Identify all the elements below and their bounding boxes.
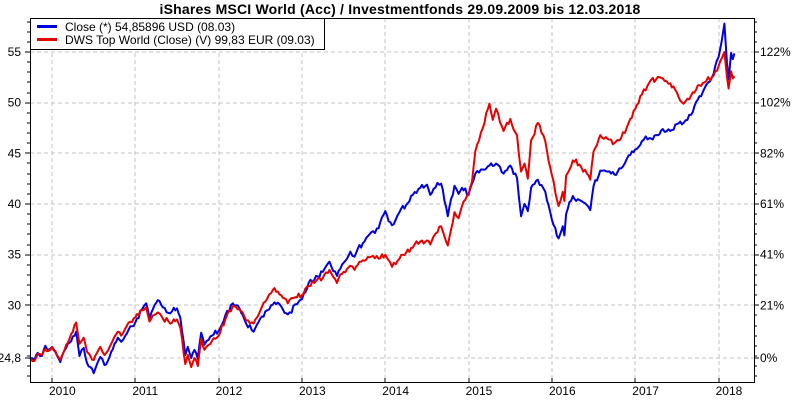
x-axis-year-label: 2012 <box>216 384 243 398</box>
y-axis-left-label: 45 <box>8 146 22 160</box>
y-axis-left-label: 35 <box>8 248 22 262</box>
x-axis-year-label: 2011 <box>132 384 158 398</box>
y-axis-right-label: 102% <box>760 96 791 110</box>
series-line-dws <box>29 51 736 369</box>
y-axis-right-label: 41% <box>760 248 784 262</box>
legend-label-dws: DWS Top World (Close) (V) 99,83 EUR (09.… <box>65 33 315 47</box>
y-axis-right-label: 122% <box>760 45 791 59</box>
x-axis-year-label: 2014 <box>382 384 409 398</box>
legend-item-ishares: Close (*) 54,85896 USD (08.03) <box>37 21 315 34</box>
blue-line-swatch-icon <box>37 25 57 29</box>
red-line-swatch-icon <box>37 38 57 42</box>
y-axis-left-label: 30 <box>8 298 22 312</box>
legend-item-dws: DWS Top World (Close) (V) 99,83 EUR (09.… <box>37 34 315 47</box>
x-axis-year-label: 2016 <box>549 384 576 398</box>
y-axis-left-label: 40 <box>8 197 22 211</box>
y-axis-left-label: 55 <box>8 45 22 59</box>
x-axis-year-label: 2013 <box>299 384 326 398</box>
legend-box: Close (*) 54,85896 USD (08.03) DWS Top W… <box>30 18 325 50</box>
x-axis-year-label: 2017 <box>632 384 659 398</box>
x-axis-year-label: 2010 <box>49 384 76 398</box>
y-axis-right-label: 61% <box>760 197 784 211</box>
y-axis-left-label: 24,8 <box>0 351 21 365</box>
x-axis-year-label: 2015 <box>466 384 493 398</box>
plot-border <box>30 18 755 383</box>
chart-title: iShares MSCI World (Acc) / Investmentfon… <box>159 1 641 17</box>
x-axis-year-label: 2018 <box>716 384 743 398</box>
y-axis-left-label: 50 <box>8 96 22 110</box>
y-axis-right-label: 21% <box>760 298 784 312</box>
series-line-ishares <box>30 22 736 375</box>
y-axis-right-label: 0% <box>760 351 778 365</box>
legend-label-ishares: Close (*) 54,85896 USD (08.03) <box>65 20 236 34</box>
y-axis-right-label: 82% <box>760 146 784 160</box>
